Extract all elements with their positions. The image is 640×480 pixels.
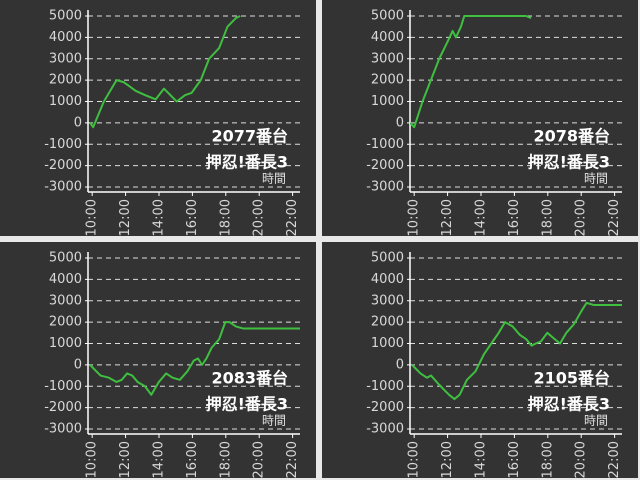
annotation: 押忍!番長3 [206,153,288,172]
y-tick-label: -1000 [44,137,82,152]
y-tick-label: 0 [396,357,404,372]
y-tick-label: 5000 [49,251,82,266]
x-tick-label: 16:00 [507,441,522,478]
chart-panel: -3000 -2000 -1000 0 1000 2000 3000 4000 5000 10:0… [0,0,316,236]
y-tick-label: 3000 [371,51,404,66]
data-line [411,301,622,401]
chart-panel: -3000 -2000 -1000 0 1000 2000 3000 4000 5000 10:0… [322,0,638,236]
annotation: 押忍!番長3 [528,395,610,414]
annotation: 2083番台 [211,369,288,388]
annotation: 押忍!番長3 [528,153,610,172]
chart-panel: -3000 -2000 -1000 0 1000 2000 3000 4000 5000 10:0… [322,242,638,478]
y-tick-label: -1000 [366,137,404,152]
y-tick-label: -2000 [366,158,404,173]
y-tick-label: 0 [74,115,82,130]
x-tick-label: 16:00 [185,441,200,478]
y-tick-label: 1000 [371,336,404,351]
chart-panel: -3000 -2000 -1000 0 1000 2000 3000 4000 5000 10:0… [0,242,316,478]
x-tick-label: 18:00 [218,199,233,236]
y-tick-label: 5000 [371,251,404,266]
x-tick-label: 16:00 [507,199,522,236]
y-tick-label: 2000 [49,73,82,88]
y-tick-label: 5000 [49,9,82,24]
y-tick-label: -1000 [366,379,404,394]
x-tick-label: 18:00 [540,441,555,478]
x-tick-label: 20:00 [574,441,589,478]
y-tick-label: 3000 [371,293,404,308]
x-tick-label: 20:00 [574,199,589,236]
y-tick-label: 0 [396,115,404,130]
x-tick-label: 14:00 [473,441,488,478]
y-tick-label: 5000 [371,9,404,24]
y-tick-label: -1000 [44,379,82,394]
y-tick-label: 0 [74,357,82,372]
y-tick-label: 4000 [371,30,404,45]
y-tick-label: 3000 [49,51,82,66]
y-tick-label: 4000 [49,30,82,45]
x-tick-label: 18:00 [218,441,233,478]
x-tick-label: 22:00 [285,441,300,478]
x-tick-label: 20:00 [252,199,267,236]
data-line [410,15,532,129]
x-axis-label: 時間 [584,172,608,186]
x-tick-label: 14:00 [151,199,166,236]
y-tick-label: -3000 [44,422,82,437]
x-axis-label: 時間 [262,414,286,428]
panel-background [0,242,316,478]
annotation: 2077番台 [211,127,288,146]
x-tick-label: 22:00 [607,199,622,236]
x-tick-label: 20:00 [252,441,267,478]
annotation: 2078番台 [533,127,610,146]
panel-background [322,0,638,236]
x-tick-label: 18:00 [540,199,555,236]
y-tick-label: 4000 [49,272,82,287]
y-tick-label: 1000 [49,94,82,109]
y-tick-label: -3000 [366,180,404,195]
x-tick-label: 14:00 [473,199,488,236]
data-line [89,321,300,396]
y-tick-label: 3000 [49,293,82,308]
x-tick-label: 12:00 [440,199,455,236]
x-tick-label: 22:00 [607,441,622,478]
y-tick-label: -3000 [44,180,82,195]
y-tick-label: 4000 [371,272,404,287]
x-tick-label: 10:00 [407,199,422,236]
x-tick-label: 14:00 [151,441,166,478]
y-tick-label: -3000 [366,422,404,437]
data-line [89,15,241,129]
x-tick-label: 22:00 [285,199,300,236]
y-tick-label: -2000 [366,400,404,415]
x-tick-label: 10:00 [85,199,100,236]
y-tick-label: 1000 [49,336,82,351]
y-tick-label: 2000 [49,315,82,330]
x-tick-label: 12:00 [118,441,133,478]
y-tick-label: 2000 [371,73,404,88]
x-tick-label: 10:00 [407,441,422,478]
y-tick-label: 2000 [371,315,404,330]
panel-background [0,0,316,236]
y-tick-label: -2000 [44,400,82,415]
y-tick-label: 1000 [371,94,404,109]
y-tick-label: -2000 [44,158,82,173]
x-tick-label: 10:00 [85,441,100,478]
annotation: 押忍!番長3 [206,395,288,414]
x-tick-label: 16:00 [185,199,200,236]
x-axis-label: 時間 [584,414,608,428]
x-axis-label: 時間 [262,172,286,186]
annotation: 2105番台 [533,369,610,388]
x-tick-label: 12:00 [118,199,133,236]
x-tick-label: 12:00 [440,441,455,478]
